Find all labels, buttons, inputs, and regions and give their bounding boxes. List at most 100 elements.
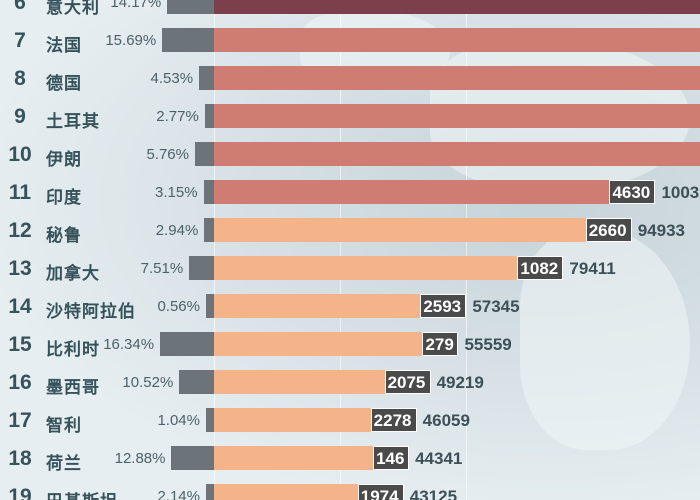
rank-label: 6: [14, 0, 26, 14]
deaths-label: 279: [422, 332, 459, 356]
death-rate-label: 2.94%: [155, 222, 199, 239]
cases-bar: [214, 104, 700, 128]
cases-bar: [214, 180, 656, 204]
bar-row: 17 智利 1.04% 2278 46059: [0, 402, 700, 440]
deaths-label: 2660: [585, 218, 632, 242]
cases-label: 100328: [661, 183, 700, 202]
deaths-label: 2593: [420, 294, 467, 318]
bar-row: 16 墨西哥 10.52% 2075 49219: [0, 364, 700, 402]
rank-label: 14: [8, 295, 32, 318]
bar-row: 12 秘鲁 2.94% 2660 94933: [0, 212, 700, 250]
cases-bar: [214, 332, 459, 356]
country-label: 加拿大: [46, 264, 100, 283]
country-label: 意大利: [46, 0, 100, 17]
death-rate-label: 2.14%: [157, 488, 200, 500]
death-rate-bar: [206, 408, 214, 432]
cases-label: 57345: [472, 297, 520, 316]
rank-label: 8: [14, 67, 26, 90]
cases-label: 55559: [464, 335, 512, 354]
rank-label: 13: [8, 257, 32, 280]
rank-label: 11: [8, 181, 32, 204]
death-rate-bar: [167, 0, 214, 14]
deaths-label: 1974: [357, 484, 404, 500]
death-rate-bar: [206, 294, 214, 318]
cases-bar: [214, 484, 404, 500]
death-rate-bar: [189, 256, 214, 280]
cases-label: 43125: [409, 487, 458, 500]
cases-label: 94933: [637, 221, 685, 240]
rank-label: 7: [14, 29, 26, 52]
gridline: [466, 0, 467, 500]
country-label: 德国: [46, 74, 82, 93]
death-rate-label: 5.76%: [146, 146, 189, 163]
rank-label: 19: [8, 485, 32, 500]
rank-label: 16: [8, 371, 32, 394]
country-label: 巴基斯坦: [46, 487, 118, 500]
bar-row: 19 巴基斯坦 2.14% 1974 43125: [0, 478, 700, 500]
deaths-label: 2278: [370, 408, 417, 432]
death-rate-label: 7.51%: [140, 260, 184, 277]
death-rate-bar: [203, 180, 214, 204]
death-rate-bar: [206, 484, 214, 500]
death-rate-bar: [204, 218, 214, 242]
deaths-label: 4630: [609, 180, 656, 204]
rank-label: 18: [8, 447, 32, 470]
rank-label: 15: [8, 333, 32, 356]
deaths-label: 1082: [517, 256, 564, 280]
death-rate-label: 12.88%: [114, 450, 166, 467]
death-rate-label: 10.52%: [122, 374, 174, 391]
cases-bar: [214, 218, 632, 242]
cases-bar: [214, 142, 700, 166]
rank-label: 10: [8, 143, 32, 166]
country-label: 智利: [46, 416, 82, 435]
country-label: 伊朗: [46, 150, 82, 169]
cases-bar: [214, 28, 700, 52]
cases-bar: [214, 66, 700, 90]
bar-row: 14 沙特阿拉伯 0.56% 2593 57345: [0, 288, 700, 326]
death-rate-label: 3.15%: [155, 184, 198, 201]
bar-row: 11 印度 3.15% 4630 100328: [0, 174, 700, 212]
deaths-label: 146: [373, 446, 410, 470]
death-rate-bar: [204, 104, 214, 128]
cases-bar: [214, 0, 700, 14]
death-rate-bar: [171, 446, 214, 470]
country-label: 荷兰: [46, 454, 82, 473]
country-label: 土耳其: [46, 112, 100, 131]
bar-row: 15 比利时 16.34% 279 55559: [0, 326, 700, 364]
death-rate-label: 4.53%: [150, 70, 194, 87]
death-rate-label: 0.56%: [157, 298, 200, 315]
country-label: 比利时: [46, 340, 100, 359]
country-label: 墨西哥: [46, 378, 100, 397]
cases-label: 46059: [422, 411, 470, 430]
country-label: 沙特阿拉伯: [46, 302, 136, 321]
death-rate-bar: [194, 142, 214, 166]
country-label: 秘鲁: [46, 226, 82, 245]
country-label: 法国: [46, 36, 82, 55]
gridline: [340, 0, 341, 500]
death-rate-label: 2.77%: [156, 108, 199, 125]
deaths-label: 2075: [384, 370, 431, 394]
death-rate-label: 16.34%: [103, 336, 155, 353]
death-rate-bar: [160, 332, 214, 356]
death-rate-label: 15.69%: [105, 32, 157, 49]
cases-label: 44341: [415, 449, 463, 468]
death-rate-label: 14.17%: [110, 0, 162, 11]
bar-row: 13 加拿大 7.51% 1082 79411: [0, 250, 700, 288]
cases-label: 49219: [436, 373, 484, 392]
death-rate-bar: [199, 66, 214, 90]
country-label: 印度: [46, 188, 82, 207]
bar-row: 18 荷兰 12.88% 146 44341: [0, 440, 700, 478]
rank-label: 17: [8, 409, 32, 432]
death-rate-bar: [162, 28, 214, 52]
death-rate-label: 1.04%: [157, 412, 200, 429]
cases-label: 79411: [569, 259, 616, 278]
rank-label: 9: [14, 105, 26, 128]
gridline: [214, 0, 215, 500]
cases-bar: [214, 256, 564, 280]
